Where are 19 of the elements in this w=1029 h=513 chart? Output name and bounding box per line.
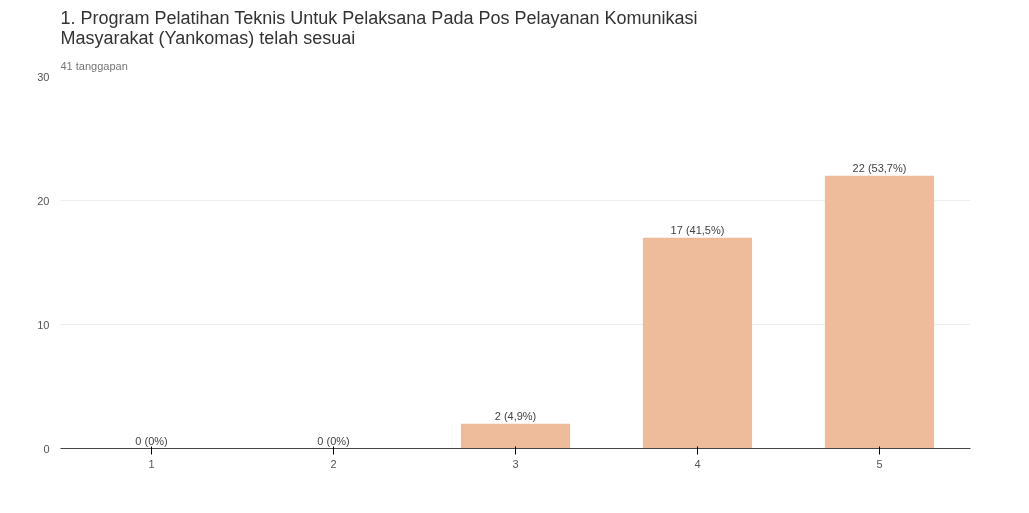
x-tick-label: 5	[876, 457, 883, 470]
bar	[642, 237, 753, 449]
bar	[460, 423, 571, 449]
chart-subtitle: 41 tanggapan	[60, 59, 128, 72]
x-tick-label: 2	[330, 457, 337, 470]
y-tick-label: 0	[43, 442, 50, 455]
x-tick-label: 4	[694, 457, 701, 470]
data-label: 22 (53,7%)	[852, 161, 907, 174]
y-tick-label: 30	[37, 70, 50, 83]
y-tick-label: 10	[37, 318, 50, 331]
y-tick-label: 20	[37, 194, 50, 207]
x-tick-label: 1	[148, 457, 155, 470]
x-tick-label: 3	[512, 457, 519, 470]
data-label: 0 (0%)	[135, 434, 168, 447]
data-label: 2 (4,9%)	[494, 409, 537, 422]
chart-title: 1. Program Pelatihan Teknis Untuk Pelaksana Pada Pos Pelayanan Komunikasi Masyarakat (Yankomas) telah sesuai	[60, 7, 698, 48]
bar	[824, 175, 935, 449]
data-label: 17 (41,5%)	[670, 223, 725, 236]
data-label: 0 (0%)	[317, 434, 350, 447]
